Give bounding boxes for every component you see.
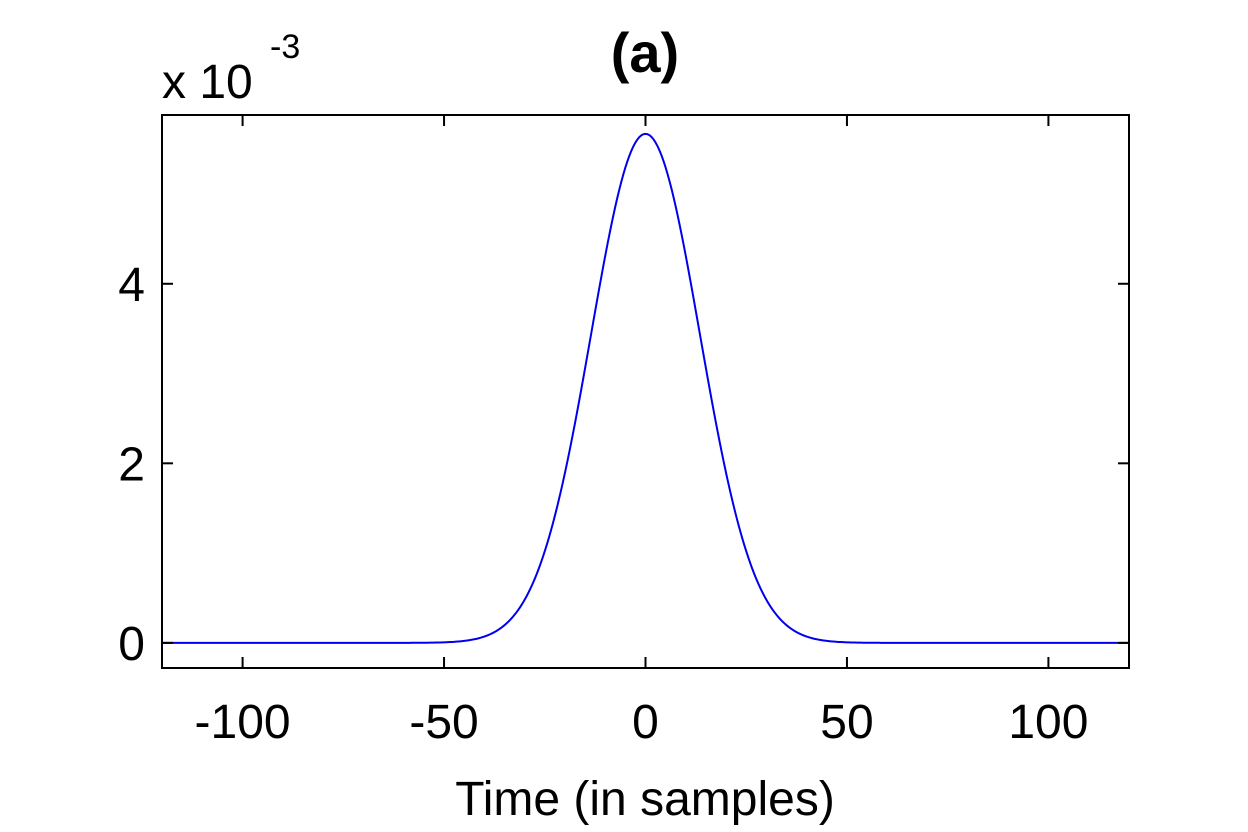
x-tick-label: -50 (409, 696, 478, 749)
series-line-0 (162, 132, 1129, 644)
y-tick-label: 2 (118, 438, 145, 491)
y-tick-label: 4 (118, 259, 145, 312)
y-multiplier-base: x 10 (162, 56, 253, 109)
y-tick-label: 0 (118, 618, 145, 671)
x-tick-label: 100 (1008, 696, 1088, 749)
x-tick-label: -100 (195, 696, 291, 749)
plot-area: -100 -50 0 50 100 0 2 4 (118, 114, 1130, 749)
chart-title: (a) (611, 21, 679, 84)
x-axis-label: Time (in samples) (455, 773, 835, 826)
x-tick-label: 0 (632, 696, 659, 749)
y-multiplier-exponent: -3 (270, 28, 300, 66)
y-multiplier: x 10 -3 (162, 28, 300, 109)
x-tick-label: 50 (820, 696, 873, 749)
